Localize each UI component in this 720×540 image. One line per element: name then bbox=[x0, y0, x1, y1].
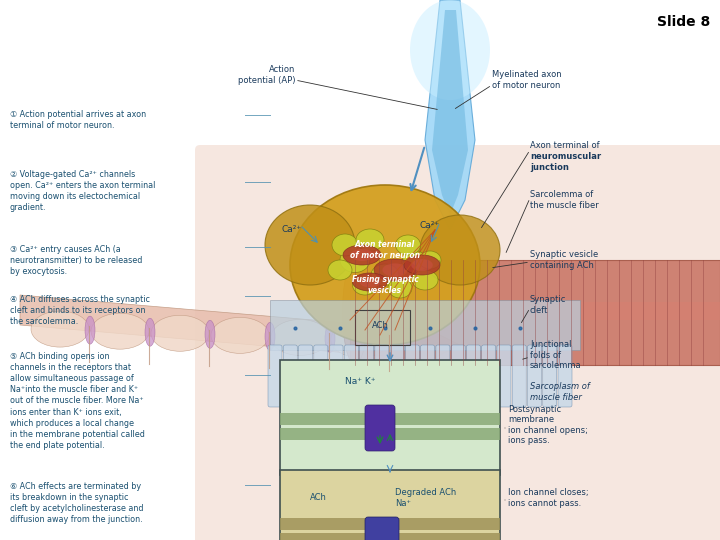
FancyBboxPatch shape bbox=[390, 345, 404, 407]
Bar bbox=[280, 518, 500, 530]
Polygon shape bbox=[432, 10, 468, 215]
Bar bbox=[355, 310, 410, 345]
Ellipse shape bbox=[353, 273, 387, 291]
Text: Slide 8: Slide 8 bbox=[657, 15, 710, 29]
Text: Ca²⁺: Ca²⁺ bbox=[282, 226, 302, 234]
Bar bbox=[280, 413, 500, 425]
Text: Sarcolemma of
the muscle fiber: Sarcolemma of the muscle fiber bbox=[530, 190, 599, 210]
Polygon shape bbox=[20, 295, 460, 360]
Text: Postsynaptic
membrane
ion channel opens;
ions pass.: Postsynaptic membrane ion channel opens;… bbox=[508, 405, 588, 445]
Text: Degraded ACh
Na⁺: Degraded ACh Na⁺ bbox=[395, 488, 456, 508]
FancyBboxPatch shape bbox=[482, 345, 495, 407]
Text: Myelinated axon
of motor neuron: Myelinated axon of motor neuron bbox=[492, 70, 562, 90]
Bar bbox=[280, 428, 500, 440]
Ellipse shape bbox=[419, 251, 441, 269]
Text: Ca²⁺: Ca²⁺ bbox=[420, 220, 440, 230]
Text: Axon terminal
of motor neuron: Axon terminal of motor neuron bbox=[350, 240, 420, 260]
Ellipse shape bbox=[205, 320, 215, 348]
Polygon shape bbox=[425, 0, 475, 230]
Ellipse shape bbox=[332, 234, 358, 256]
FancyBboxPatch shape bbox=[405, 345, 419, 407]
FancyBboxPatch shape bbox=[543, 345, 557, 407]
Ellipse shape bbox=[411, 259, 433, 271]
Ellipse shape bbox=[388, 278, 412, 298]
Ellipse shape bbox=[412, 270, 438, 290]
Text: Na⁺ K⁺: Na⁺ K⁺ bbox=[345, 377, 375, 387]
Ellipse shape bbox=[371, 264, 399, 286]
FancyBboxPatch shape bbox=[299, 345, 312, 407]
Ellipse shape bbox=[340, 247, 370, 273]
Ellipse shape bbox=[404, 255, 440, 275]
Ellipse shape bbox=[85, 316, 95, 344]
Bar bbox=[280, 360, 500, 475]
FancyBboxPatch shape bbox=[329, 345, 343, 407]
Text: Action
potential (AP): Action potential (AP) bbox=[238, 65, 295, 85]
Text: Ion channel closes;
ions cannot pass.: Ion channel closes; ions cannot pass. bbox=[508, 488, 589, 508]
Ellipse shape bbox=[265, 322, 275, 350]
Ellipse shape bbox=[359, 276, 380, 287]
FancyBboxPatch shape bbox=[195, 145, 720, 540]
FancyBboxPatch shape bbox=[365, 405, 395, 451]
Text: Axon terminal of: Axon terminal of bbox=[530, 140, 600, 150]
Ellipse shape bbox=[151, 315, 209, 352]
Ellipse shape bbox=[328, 260, 352, 280]
FancyBboxPatch shape bbox=[451, 345, 465, 407]
Text: Sarcoplasm of
muscle fiber: Sarcoplasm of muscle fiber bbox=[530, 382, 590, 402]
Text: Synaptic vesicle
containing ACh: Synaptic vesicle containing ACh bbox=[530, 251, 598, 269]
Text: ① Action potential arrives at axon
terminal of motor neuron.: ① Action potential arrives at axon termi… bbox=[10, 110, 146, 130]
Ellipse shape bbox=[31, 311, 89, 347]
FancyBboxPatch shape bbox=[528, 345, 541, 407]
Ellipse shape bbox=[343, 260, 367, 365]
Text: Junctional
folds of
sarcolemma: Junctional folds of sarcolemma bbox=[530, 340, 582, 370]
Text: ② Voltage-gated Ca²⁺ channels
open. Ca²⁺ enters the axon terminal
moving down it: ② Voltage-gated Ca²⁺ channels open. Ca²⁺… bbox=[10, 170, 156, 212]
Ellipse shape bbox=[145, 318, 155, 346]
Bar bbox=[280, 533, 500, 540]
FancyBboxPatch shape bbox=[467, 345, 480, 407]
FancyBboxPatch shape bbox=[375, 345, 389, 407]
Ellipse shape bbox=[420, 215, 500, 285]
Text: ⑥ ACh effects are terminated by
its breakdown in the synaptic
cleft by acetylcho: ⑥ ACh effects are terminated by its brea… bbox=[10, 482, 143, 524]
Text: ③ Ca²⁺ entry causes ACh (a
neurotransmitter) to be released
by exocytosis.: ③ Ca²⁺ entry causes ACh (a neurotransmit… bbox=[10, 245, 143, 276]
FancyBboxPatch shape bbox=[436, 345, 450, 407]
Text: ACh: ACh bbox=[372, 321, 388, 329]
Ellipse shape bbox=[91, 313, 149, 349]
Ellipse shape bbox=[356, 229, 384, 251]
Text: neuromuscular
junction: neuromuscular junction bbox=[530, 152, 601, 172]
Ellipse shape bbox=[271, 320, 329, 355]
Ellipse shape bbox=[351, 249, 374, 261]
Ellipse shape bbox=[402, 251, 428, 273]
Text: ④ ACh diffuses across the synaptic
cleft and binds to its receptors on
the sarco: ④ ACh diffuses across the synaptic cleft… bbox=[10, 295, 150, 326]
Ellipse shape bbox=[211, 318, 269, 353]
Ellipse shape bbox=[410, 0, 490, 100]
Text: Synaptic
cleft: Synaptic cleft bbox=[530, 295, 567, 315]
Ellipse shape bbox=[343, 245, 381, 265]
FancyBboxPatch shape bbox=[283, 345, 297, 407]
Bar bbox=[280, 470, 500, 540]
Bar bbox=[270, 300, 580, 350]
Text: ⑤ ACh binding opens ion
channels in the receptors that
allow simultaneous passag: ⑤ ACh binding opens ion channels in the … bbox=[10, 352, 145, 450]
FancyBboxPatch shape bbox=[365, 517, 399, 540]
FancyBboxPatch shape bbox=[359, 345, 374, 407]
FancyBboxPatch shape bbox=[344, 345, 359, 407]
Ellipse shape bbox=[374, 259, 416, 281]
FancyBboxPatch shape bbox=[268, 345, 282, 407]
Bar bbox=[350, 260, 720, 365]
Ellipse shape bbox=[353, 275, 377, 295]
Ellipse shape bbox=[382, 264, 408, 276]
Text: Fusing synaptic
vesicles: Fusing synaptic vesicles bbox=[351, 275, 418, 295]
FancyBboxPatch shape bbox=[558, 345, 572, 407]
Ellipse shape bbox=[325, 325, 335, 353]
Ellipse shape bbox=[395, 235, 420, 255]
FancyBboxPatch shape bbox=[497, 345, 511, 407]
Ellipse shape bbox=[331, 321, 389, 357]
Ellipse shape bbox=[290, 185, 480, 345]
Text: ACh: ACh bbox=[310, 494, 326, 503]
Bar bbox=[350, 302, 720, 320]
FancyBboxPatch shape bbox=[420, 345, 435, 407]
FancyBboxPatch shape bbox=[314, 345, 328, 407]
FancyBboxPatch shape bbox=[512, 345, 526, 407]
Ellipse shape bbox=[265, 205, 355, 285]
